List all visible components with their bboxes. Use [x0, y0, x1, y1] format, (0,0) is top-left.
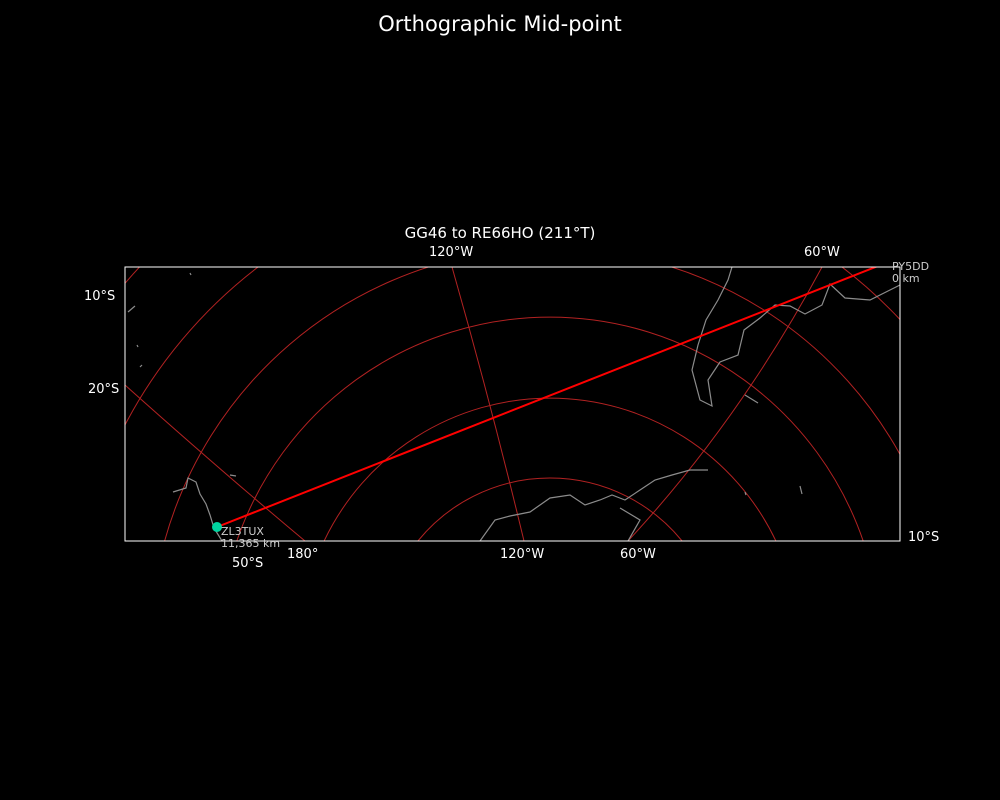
meridian-line [627, 267, 823, 541]
figure-title: Orthographic Mid-point [378, 12, 622, 36]
tick-label-bottom: 60°W [620, 547, 656, 562]
coastlines [127, 267, 900, 541]
coastline-new-zealand [172, 474, 237, 541]
coastline-south-america [691, 267, 900, 408]
coastline-antarctica [479, 469, 803, 541]
coastline-islands [127, 272, 192, 368]
tick-label-top: 120°W [429, 245, 474, 260]
station-distance: 11,365 km [221, 537, 281, 550]
station-label-py5dd: PY5DD 0 km [892, 261, 929, 285]
parallel-line [164, 267, 900, 541]
tick-label-bottom: 50°S [232, 556, 264, 571]
station-marker-zl3tux [212, 522, 222, 532]
great-circle-path [216, 267, 879, 528]
parallel-line [236, 316, 864, 541]
gridlines [125, 267, 900, 541]
station-distance: 0 km [892, 272, 920, 285]
map-title: GG46 to RE66HO (211°T) [404, 224, 596, 242]
tick-label-right: 10°S [908, 530, 940, 545]
parallel-line [125, 267, 141, 284]
map-frame [124, 266, 901, 542]
parallel-line [125, 267, 900, 426]
meridians [125, 267, 823, 541]
station-label-zl3tux: ZL3TUX 11,365 km [221, 526, 280, 550]
station-call: ZL3TUX [221, 525, 264, 538]
tick-label-bottom: 120°W [500, 547, 545, 562]
meridian-line [451, 267, 525, 541]
tick-label-top: 60°W [804, 245, 840, 260]
parallel-line [323, 397, 777, 541]
tick-label-left: 10°S [84, 289, 116, 304]
meridian-line [125, 384, 306, 541]
tick-label-left: 20°S [88, 382, 120, 397]
station-call: PY5DD [892, 260, 930, 273]
tick-label-bottom: 180° [287, 547, 319, 562]
parallel-line [417, 477, 683, 541]
